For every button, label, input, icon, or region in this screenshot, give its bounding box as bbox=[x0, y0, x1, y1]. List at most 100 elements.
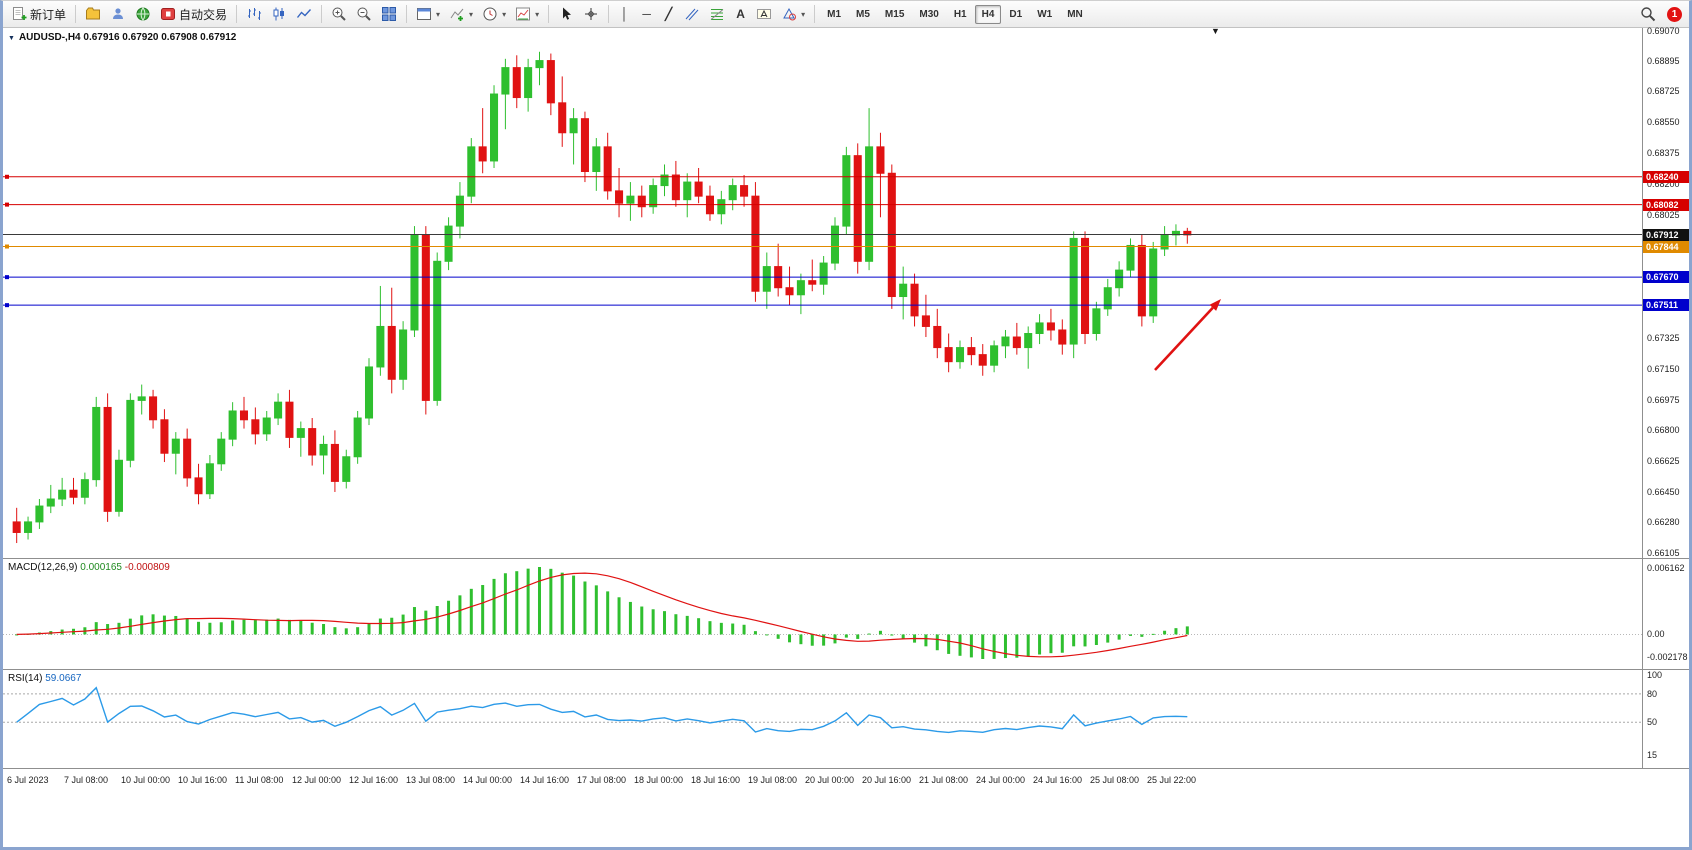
candle bbox=[444, 225, 453, 262]
macd-histogram-bar bbox=[992, 634, 996, 659]
candle bbox=[785, 287, 794, 296]
candle bbox=[1012, 336, 1021, 349]
text-button[interactable]: A bbox=[730, 4, 751, 25]
toolbar: 新订单 自动交易 bbox=[3, 1, 1689, 28]
candle bbox=[114, 459, 123, 512]
line-anchor-marker bbox=[5, 174, 9, 179]
macd-histogram-bar bbox=[242, 619, 246, 635]
timeframe-button-H4[interactable]: H4 bbox=[974, 4, 1002, 24]
timeframe-button-MN[interactable]: MN bbox=[1067, 8, 1083, 20]
candle bbox=[762, 266, 771, 292]
macd-histogram-bar bbox=[924, 634, 928, 647]
tile-windows-button[interactable] bbox=[377, 4, 401, 25]
macd-histogram-bar bbox=[742, 624, 746, 635]
macd-histogram-bar bbox=[401, 614, 405, 635]
equidistant-channel-button[interactable] bbox=[680, 4, 704, 25]
line-chart-button[interactable] bbox=[292, 4, 316, 25]
timeframe-button-M15[interactable]: M15 bbox=[884, 8, 905, 20]
vertical-line-button[interactable]: │ bbox=[614, 4, 635, 25]
candle bbox=[35, 505, 44, 523]
macd-histogram-bar bbox=[901, 634, 905, 639]
candle bbox=[603, 146, 612, 192]
price-axis-label: 0.69070 bbox=[1647, 25, 1680, 36]
timeframe-button-H1[interactable]: H1 bbox=[953, 8, 967, 20]
candle bbox=[1115, 269, 1124, 289]
macd-histogram-bar bbox=[935, 634, 939, 651]
timeframe-button-M30[interactable]: M30 bbox=[919, 8, 939, 20]
candle bbox=[1069, 237, 1078, 345]
timeframe-button-M5[interactable]: M5 bbox=[856, 8, 870, 20]
macd-histogram-bar bbox=[1106, 634, 1110, 643]
main-chart-panel[interactable]: 0.69070 0.68895 0.68725 0.68550 0.68375 0.682… bbox=[3, 25, 1689, 558]
macd-histogram-bar bbox=[447, 600, 451, 635]
macd-panel[interactable]: 0.006162 0.00 -0.002178 MACD(12,26,9) 0.00… bbox=[3, 558, 1689, 669]
new-order-label: 新订单 bbox=[30, 7, 67, 22]
zoom-out-button[interactable] bbox=[352, 4, 376, 25]
indicators-button[interactable]: ▾ bbox=[445, 4, 477, 25]
time-axis-label: 25 Jul 22:00 bbox=[1147, 775, 1197, 785]
macd-histogram-bar bbox=[1038, 634, 1042, 655]
macd-histogram-bar bbox=[1140, 634, 1144, 637]
macd-signal-line bbox=[16, 572, 1188, 658]
rsi-panel[interactable]: 100 80 50 15 RSI(14) 59.0667 bbox=[3, 669, 1689, 768]
candle bbox=[342, 456, 351, 482]
text-label-icon bbox=[757, 9, 772, 19]
macd-histogram-bar bbox=[583, 581, 587, 635]
shapes-button[interactable]: ▾ bbox=[777, 4, 809, 25]
search-button[interactable] bbox=[1636, 4, 1660, 25]
new-order-button[interactable]: 新订单 bbox=[7, 4, 70, 25]
time-axis-label: 21 Jul 08:00 bbox=[919, 775, 969, 785]
macd-plot-area[interactable] bbox=[3, 559, 1643, 669]
line-anchor-marker bbox=[5, 275, 9, 280]
profiles-button[interactable] bbox=[81, 4, 105, 25]
zoom-in-button[interactable] bbox=[327, 4, 351, 25]
timeframe-button-D1[interactable]: D1 bbox=[1009, 8, 1023, 20]
rsi-plot-area[interactable] bbox=[3, 670, 1643, 768]
macd-histogram-bar bbox=[663, 611, 667, 635]
autotrading-label: 自动交易 bbox=[179, 7, 228, 22]
time-axis[interactable]: 6 Jul 2023 7 Jul 08:00 10 Jul 00:00 10 Jul … bbox=[3, 768, 1689, 795]
chart-shift-marker-icon[interactable]: ▼ bbox=[1211, 26, 1220, 36]
candle bbox=[830, 225, 840, 264]
text-label-button[interactable] bbox=[752, 4, 776, 25]
templates-button[interactable]: ▾ bbox=[511, 4, 543, 25]
candle bbox=[1001, 336, 1010, 347]
cursor-button[interactable] bbox=[554, 4, 578, 25]
macd-histogram-bar bbox=[287, 619, 291, 635]
price-axis[interactable]: 0.69070 0.68895 0.68725 0.68550 0.68375 0.682… bbox=[1642, 25, 1689, 558]
line-chart-icon bbox=[296, 9, 312, 18]
macd-histogram-bar bbox=[628, 601, 632, 635]
notification-badge[interactable]: 1 bbox=[1667, 6, 1682, 22]
fibonacci-button[interactable] bbox=[705, 4, 729, 25]
candle bbox=[842, 155, 851, 227]
new-order-icon bbox=[13, 7, 27, 20]
timeframe-button-M1[interactable]: M1 bbox=[827, 8, 842, 20]
candle bbox=[660, 174, 669, 187]
trendline-button[interactable]: ╱ bbox=[658, 4, 679, 25]
candle bbox=[421, 234, 430, 401]
macd-histogram-bar bbox=[15, 634, 19, 636]
price-axis-label: 0.68895 bbox=[1647, 56, 1680, 67]
macd-histogram-bar bbox=[367, 623, 371, 635]
rsi-axis[interactable]: 100 80 50 15 bbox=[1642, 670, 1689, 768]
candle bbox=[694, 181, 703, 197]
autotrading-button[interactable]: 自动交易 bbox=[156, 4, 231, 25]
bar-chart-button[interactable] bbox=[242, 4, 266, 25]
arrow-object[interactable] bbox=[1154, 299, 1221, 371]
timeframe-button-W1[interactable]: W1 bbox=[1037, 8, 1053, 20]
news-button[interactable] bbox=[131, 4, 155, 25]
macd-histogram-bar bbox=[878, 630, 882, 635]
candle bbox=[751, 195, 760, 292]
contacts-button[interactable] bbox=[106, 4, 130, 25]
macd-histogram-bar bbox=[617, 597, 621, 635]
macd-axis[interactable]: 0.006162 0.00 -0.002178 bbox=[1642, 559, 1689, 669]
time-axis-label: 11 Jul 08:00 bbox=[235, 775, 284, 785]
new-chart-button[interactable]: ▾ bbox=[412, 4, 444, 25]
candle bbox=[92, 406, 101, 481]
folder-icon bbox=[86, 7, 101, 20]
horizontal-line-button[interactable]: ─ bbox=[636, 4, 657, 25]
crosshair-button[interactable] bbox=[579, 4, 603, 25]
periods-button[interactable]: ▾ bbox=[478, 4, 510, 25]
price-plot-area[interactable] bbox=[3, 28, 1643, 558]
candlestick-chart-button[interactable] bbox=[267, 4, 291, 25]
